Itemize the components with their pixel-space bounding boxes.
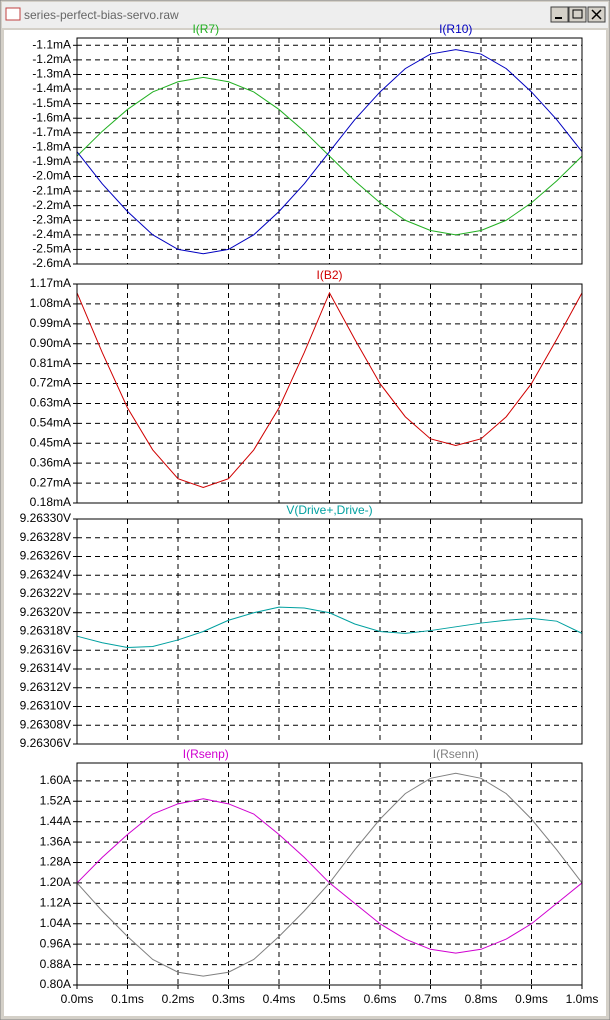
y-tick-label: 9.26308V [20, 717, 71, 731]
y-tick-label: -1.2mA [32, 52, 71, 66]
y-tick-label: 0.72mA [30, 376, 71, 390]
y-tick-label: 9.26330V [20, 511, 71, 525]
y-tick-label: 9.26316V [20, 642, 71, 656]
y-tick-label: 1.36A [40, 834, 71, 848]
y-tick-label: 0.88A [40, 957, 71, 971]
legend-label: I(Rsenp) [183, 747, 229, 761]
y-tick-label: 1.44A [40, 814, 71, 828]
y-tick-label: 0.81mA [30, 356, 71, 370]
y-tick-label: 0.54mA [30, 416, 71, 430]
y-tick-label: 1.08mA [30, 296, 71, 310]
close-icon [591, 9, 602, 20]
y-tick-label: 0.99mA [30, 316, 71, 330]
y-tick-label: 9.26314V [20, 661, 71, 675]
x-tick-label: 0.5ms [313, 992, 346, 1006]
series-line [76, 49, 583, 255]
y-tick-label: 9.26328V [20, 530, 71, 544]
window-icon [5, 7, 21, 21]
x-tick-label: 0.4ms [263, 992, 296, 1006]
series-line [76, 76, 583, 236]
y-tick-label: 9.26310V [20, 699, 71, 713]
pane-border [76, 762, 583, 986]
y-tick-label: -1.4mA [32, 81, 71, 95]
y-tick-label: 0.96A [40, 936, 71, 950]
x-tick-label: 0.2ms [162, 992, 195, 1006]
x-tick-label: 0.9ms [515, 992, 548, 1006]
y-tick-label: -2.5mA [32, 242, 71, 256]
y-tick-label: 1.20A [40, 875, 71, 889]
x-tick-label: 0.7ms [414, 992, 447, 1006]
y-tick-label: -1.3mA [32, 67, 71, 81]
y-tick-label: 1.04A [40, 916, 71, 930]
pane-border [76, 518, 583, 745]
y-tick-label: -1.9mA [32, 154, 71, 168]
y-tick-label: -2.0mA [32, 169, 71, 183]
window-buttons[interactable] [550, 6, 606, 23]
y-tick-label: -1.8mA [32, 140, 71, 154]
y-tick-label: 9.26324V [20, 567, 71, 581]
y-tick-label: -2.3mA [32, 212, 71, 226]
y-tick-label: -2.4mA [32, 227, 71, 241]
y-tick-label: -1.5mA [32, 96, 71, 110]
y-tick-label: 9.26318V [20, 624, 71, 638]
series-line [76, 291, 583, 489]
y-tick-label: 9.26312V [20, 680, 71, 694]
x-tick-label: 1.0ms [566, 992, 599, 1006]
legend-label: I(B2) [316, 268, 342, 282]
y-tick-label: -2.1mA [32, 183, 71, 197]
y-tick-label: 0.27mA [30, 475, 71, 489]
title-bar [2, 2, 608, 28]
legend-label: I(R7) [192, 22, 219, 36]
y-tick-label: 1.52A [40, 793, 71, 807]
x-tick-label: 0.3ms [212, 992, 245, 1006]
maximize-button[interactable] [568, 6, 587, 23]
y-tick-label: 1.17mA [30, 276, 71, 290]
y-tick-label: 9.26322V [20, 586, 71, 600]
series-line [76, 772, 583, 977]
pane-border [76, 283, 583, 504]
x-tick-label: 0.0ms [61, 992, 94, 1006]
y-tick-label: 0.90mA [30, 336, 71, 350]
legend-label: I(R10) [439, 22, 472, 36]
y-tick-label: -1.7mA [32, 125, 71, 139]
y-tick-label: 0.36mA [30, 455, 71, 469]
x-tick-label: 0.6ms [364, 992, 397, 1006]
y-tick-label: 0.80A [40, 977, 71, 991]
y-tick-label: -2.2mA [32, 198, 71, 212]
y-tick-label: 1.12A [40, 896, 71, 910]
y-tick-label: 0.18mA [30, 495, 71, 509]
maximize-icon [572, 9, 583, 19]
window-title: series-perfect-bias-servo.raw [24, 8, 179, 22]
minimize-button[interactable] [550, 6, 569, 23]
series-line [76, 606, 583, 648]
pane-border [76, 37, 583, 265]
y-tick-label: 0.63mA [30, 396, 71, 410]
x-tick-label: 0.1ms [111, 992, 144, 1006]
y-tick-label: 1.28A [40, 855, 71, 869]
legend-label: V(Drive+,Drive-) [286, 503, 372, 517]
x-tick-label: 0.8ms [465, 992, 498, 1006]
y-tick-label: 9.26306V [20, 736, 71, 750]
y-tick-label: 9.26326V [20, 549, 71, 563]
y-tick-label: -1.6mA [32, 110, 71, 124]
legend-label: I(Rsenn) [433, 747, 479, 761]
y-tick-label: 0.45mA [30, 435, 71, 449]
y-tick-label: -1.1mA [32, 37, 71, 51]
y-tick-label: 9.26320V [20, 605, 71, 619]
y-tick-label: -2.6mA [32, 256, 71, 270]
y-tick-label: 1.60A [40, 773, 71, 787]
